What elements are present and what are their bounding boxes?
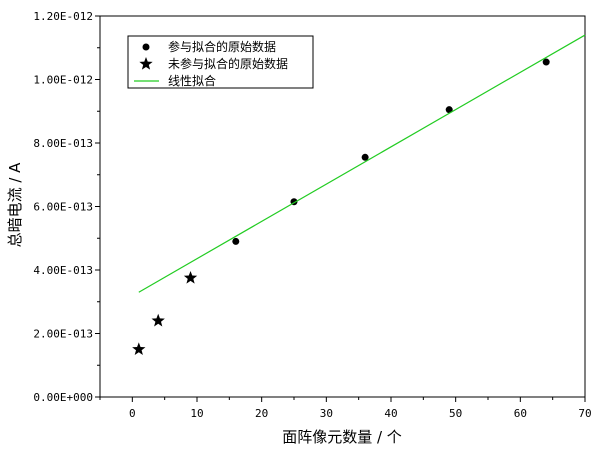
fitted-data-point — [445, 106, 453, 114]
x-tick-label: 50 — [449, 407, 462, 420]
y-tick-label: 0.00E+000 — [33, 391, 93, 404]
fitted-data-point — [361, 153, 369, 161]
x-tick-label: 0 — [129, 407, 136, 420]
y-tick-label: 2.00E-013 — [33, 328, 93, 341]
fitted-data-point — [542, 58, 550, 66]
y-tick-label: 6.00E-013 — [33, 201, 93, 214]
legend-star-marker — [139, 57, 153, 70]
legend-box — [127, 35, 314, 89]
x-tick-label: 20 — [255, 407, 268, 420]
unfitted-data-point — [183, 270, 198, 284]
x-tick-label: 70 — [578, 407, 591, 420]
fit-line — [138, 34, 586, 293]
fitted-data-point — [232, 237, 240, 245]
unfitted-data-point — [151, 313, 165, 327]
legend-label: 未参与拟合的原始数据 — [168, 56, 288, 71]
y-axis-title: 总暗电流 / A — [6, 162, 24, 248]
x-tick-label: 40 — [384, 407, 397, 420]
x-tick-label: 60 — [514, 407, 527, 420]
legend-label: 线性拟合 — [168, 73, 216, 88]
x-axis: 0 10 20 30 40 50 60 70 — [99, 397, 592, 420]
legend-circle-marker — [142, 43, 150, 51]
y-tick-label: 1.20E-012 — [33, 10, 93, 23]
x-axis-title: 面阵像元数量 / 个 — [282, 428, 402, 446]
x-tick-label: 30 — [320, 407, 333, 420]
y-tick-label: 4.00E-013 — [33, 264, 93, 277]
unfitted-data-point — [132, 342, 146, 356]
y-tick-label: 8.00E-013 — [33, 137, 93, 150]
x-tick-label: 10 — [190, 407, 203, 420]
y-tick-label: 1.00E-012 — [33, 74, 93, 87]
series-layer — [132, 34, 586, 356]
y-axis: 0.00E+000 2.00E-013 4.00E-013 6.00E-013 8.00… — [33, 10, 100, 404]
legend-label: 参与拟合的原始数据 — [168, 39, 276, 54]
